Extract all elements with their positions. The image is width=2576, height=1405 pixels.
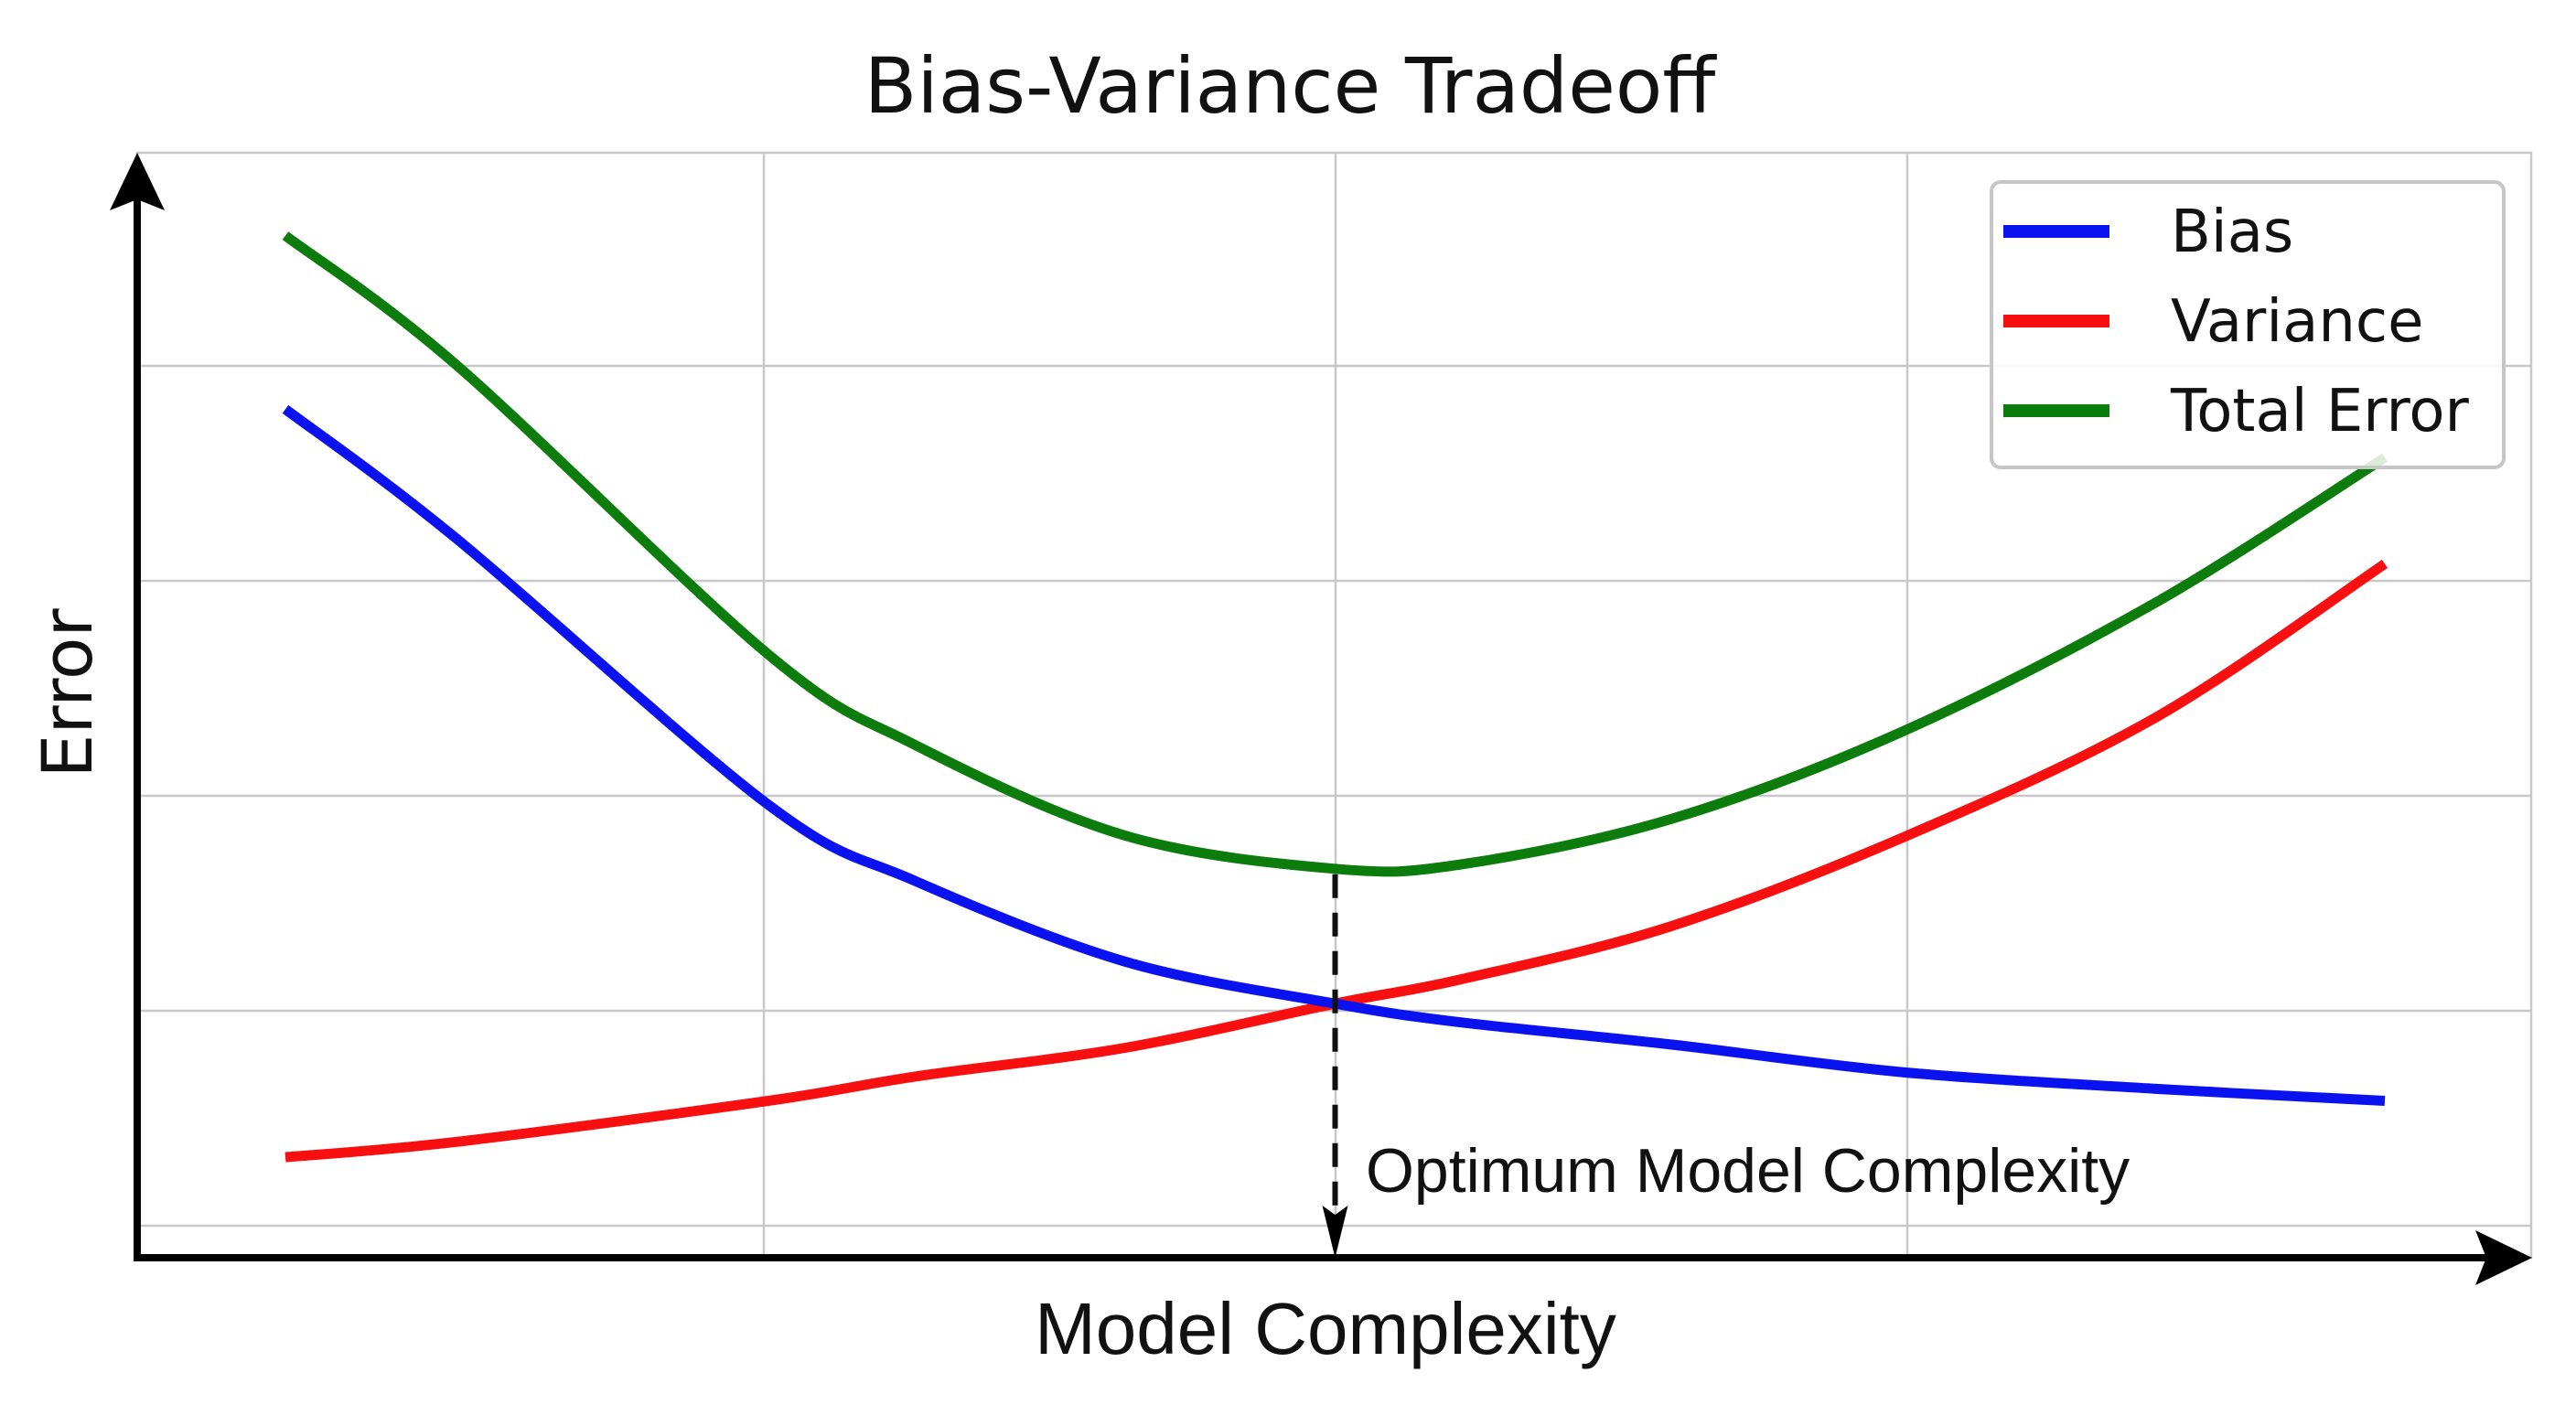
chart-title: Bias-Variance Tradeoff xyxy=(864,41,1718,131)
legend-label-total-error: Total Error xyxy=(2170,378,2470,445)
legend-label-bias: Bias xyxy=(2171,198,2293,266)
y-axis-label: Error xyxy=(27,608,108,778)
optimum-label: Optimum Model Complexity xyxy=(1366,1136,2130,1206)
arrow-right-icon xyxy=(2475,1230,2532,1285)
legend-box xyxy=(1990,180,2506,469)
arrow-up-icon xyxy=(110,153,165,210)
arrow-down-icon xyxy=(1322,1206,1348,1258)
x-axis-label: Model Complexity xyxy=(1035,1288,1616,1369)
total-error-line xyxy=(282,231,2388,877)
axes xyxy=(110,153,2532,1285)
legend: Bias Variance Total Error xyxy=(1990,180,2506,469)
series-layer xyxy=(282,231,2388,1163)
bias-line xyxy=(282,404,2386,1106)
legend-label-variance: Variance xyxy=(2171,288,2423,356)
optimum-annotation: Optimum Model Complexity xyxy=(1322,874,2130,1258)
